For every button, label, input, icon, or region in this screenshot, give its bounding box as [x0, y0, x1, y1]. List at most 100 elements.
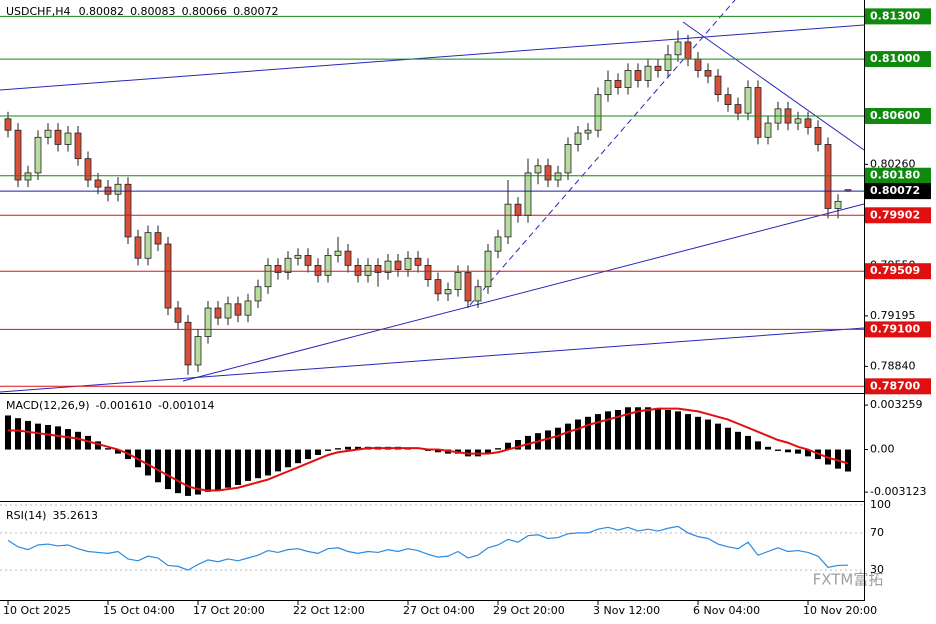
candle-body: [14, 129, 22, 181]
level-label: 0.79509: [870, 264, 920, 277]
candle-body: [474, 286, 482, 302]
candle-body: [674, 41, 682, 56]
candle-body: [574, 132, 582, 145]
candle-body: [614, 80, 622, 88]
y-tick-label: 0.80260: [870, 157, 916, 170]
candle-body: [284, 257, 292, 273]
macd-bar: [435, 449, 441, 453]
macd-bar: [695, 416, 701, 450]
candle-body: [314, 264, 322, 276]
x-tick-label: 22 Oct 12:00: [293, 604, 365, 617]
macd-bar: [105, 448, 111, 450]
macd-bar: [485, 449, 491, 454]
candle-body: [534, 165, 542, 174]
last-price-label: 0.80072: [870, 184, 920, 197]
macd-bar: [795, 449, 801, 454]
macd-bar: [355, 446, 361, 450]
channel-upper: [0, 24, 865, 91]
candle-body: [374, 264, 382, 273]
y-tick-label: 100: [870, 498, 891, 511]
macd-bar: [285, 449, 291, 468]
macd-bar: [15, 418, 21, 450]
support-line: [182, 203, 865, 382]
macd-bar: [65, 429, 71, 450]
level-label: 0.81300: [870, 9, 920, 22]
macd-bar: [265, 449, 271, 476]
candle-body: [684, 41, 692, 60]
macd-bar: [345, 446, 351, 450]
candle-body: [814, 126, 822, 145]
macd-bar: [215, 449, 221, 491]
candle-body: [524, 172, 532, 216]
x-tick-label: 27 Oct 04:00: [403, 604, 475, 617]
candle-body: [114, 183, 122, 195]
level-tag: [865, 8, 931, 25]
candle-body: [84, 158, 92, 181]
candle-body: [694, 58, 702, 71]
level-tag: [865, 207, 931, 224]
ohlc-high: 0.80083: [130, 5, 176, 18]
symbol: USDCHF,H4: [6, 5, 71, 18]
candle-body: [824, 144, 832, 209]
candle-body: [654, 65, 662, 71]
macd-bar: [835, 449, 841, 469]
level-tag: [865, 321, 931, 338]
candle-body: [144, 232, 152, 259]
candle-body: [494, 236, 502, 252]
level-tag: [865, 167, 931, 184]
candle-body: [174, 307, 182, 323]
macd-bar: [675, 411, 681, 450]
macd-bar: [595, 414, 601, 450]
candle-body: [754, 87, 762, 138]
candle-body: [584, 129, 592, 134]
candle-body: [724, 94, 732, 105]
candle-body: [744, 87, 752, 114]
candle-body: [604, 80, 612, 96]
dashed-trend: [469, 0, 736, 306]
candle-body: [594, 94, 602, 131]
downtrend-line: [682, 21, 865, 151]
macd-bar: [225, 449, 231, 488]
candle-body: [504, 203, 512, 238]
y-tick-label: 70: [870, 526, 884, 539]
y-tick-label: 0.003259: [870, 398, 923, 411]
macd-bar: [335, 448, 341, 450]
macd-bar: [195, 449, 201, 495]
candle-body: [304, 255, 312, 266]
macd-bar: [765, 446, 771, 450]
candle-body: [414, 257, 422, 266]
candle-body: [544, 165, 552, 181]
macd-bar: [715, 423, 721, 450]
macd-signal: [8, 407, 849, 492]
candle-body: [224, 303, 232, 319]
macd-bar: [665, 410, 671, 450]
macd-bar: [245, 449, 251, 481]
level-label: 0.80180: [870, 169, 920, 182]
macd-bar: [735, 431, 741, 450]
candle-body: [64, 132, 72, 145]
candle-body: [214, 307, 222, 319]
candle-body: [134, 236, 142, 259]
candle-body: [204, 307, 212, 337]
macd-bar: [305, 449, 311, 460]
trend-lines: [0, 0, 865, 393]
macd-bar: [705, 419, 711, 450]
y-tick-label: 0.00: [870, 443, 895, 456]
ohlc-open: 0.80082: [79, 5, 125, 18]
candle-body: [244, 300, 252, 316]
macd-header: MACD(12,26,9) -0.001610 -0.001014: [6, 399, 214, 412]
level-label: 0.79902: [870, 208, 920, 221]
candle-body: [794, 118, 802, 124]
macd-main-readout: -0.001610: [96, 399, 152, 412]
macd-bar: [295, 449, 301, 464]
macd-bar: [785, 449, 791, 453]
candle-body: [514, 203, 522, 216]
candle-body: [364, 264, 372, 276]
x-tick-label: 10 Nov 20:00: [803, 604, 877, 617]
candle-body: [734, 104, 742, 114]
candle-body: [464, 272, 472, 302]
macd-bar: [515, 440, 521, 450]
candle-body: [444, 289, 452, 295]
